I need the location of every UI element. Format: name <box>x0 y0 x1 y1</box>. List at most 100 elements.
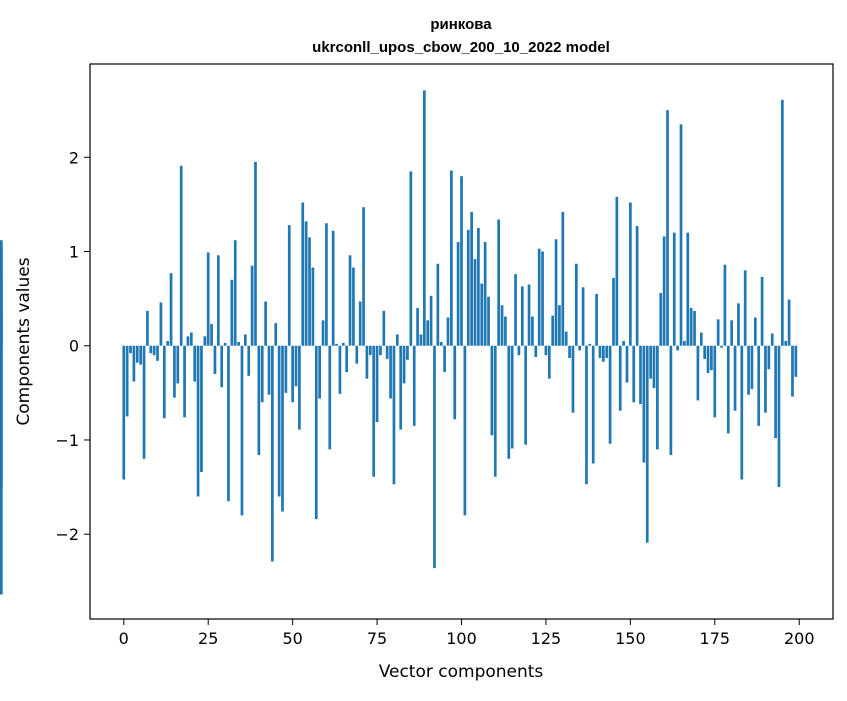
bar-component-180 <box>730 320 734 346</box>
bar-component-27 <box>213 345 217 375</box>
bar-component-69 <box>355 345 359 364</box>
bar-component-153 <box>639 345 642 405</box>
bar-component-166 <box>683 341 686 346</box>
bar-component-94 <box>439 341 443 346</box>
bar-component-117 <box>517 345 521 356</box>
bar-component-63 <box>335 343 338 346</box>
bar-component-148 <box>622 341 625 346</box>
bar-component-61 <box>328 345 332 450</box>
bar-component-31 <box>227 345 230 502</box>
bar-component-97 <box>450 170 453 346</box>
bar-component-168 <box>689 308 693 346</box>
x-axis-label: Vector components <box>379 662 544 682</box>
bar-component-29 <box>220 345 224 388</box>
bar-component-79 <box>389 345 392 399</box>
bar-component-101 <box>463 345 467 516</box>
y-axis-label: Components values <box>14 257 34 425</box>
bar-component-16 <box>176 345 180 384</box>
bar-component-65 <box>341 342 345 346</box>
bar-component-92 <box>433 345 436 569</box>
bar-component-66 <box>345 345 349 373</box>
bar-component-170 <box>696 345 700 401</box>
bar-component-198 <box>791 345 794 397</box>
bar-component-undefined <box>0 345 3 488</box>
bar-component-142 <box>601 345 605 362</box>
bar-component-189 <box>760 276 764 346</box>
bar-component-44 <box>271 345 274 562</box>
y-tick-label: 0 <box>69 337 79 356</box>
bar-component-47 <box>281 345 284 512</box>
bar-component-20 <box>189 332 193 346</box>
y-tick-label: 1 <box>69 243 79 262</box>
bar-component-107 <box>483 242 487 346</box>
bar-component-176 <box>716 319 720 346</box>
bar-component-59 <box>321 320 325 346</box>
bar-component-53 <box>301 202 305 346</box>
bar-component-150 <box>629 202 632 346</box>
bar-component-162 <box>669 345 673 456</box>
bar-component-174 <box>710 345 713 371</box>
bar-component-122 <box>534 345 538 358</box>
bar-component-40 <box>257 345 261 456</box>
bar-component-0 <box>122 345 126 480</box>
bar-component-81 <box>395 334 399 346</box>
bar-component-115 <box>510 345 514 449</box>
bar-component-undefined <box>0 240 3 346</box>
chart-title-line-2: ukrconll_upos_cbow_200_10_2022 model <box>312 39 610 56</box>
x-tick-label: 25 <box>198 629 218 648</box>
bar-component-4 <box>135 345 139 363</box>
bar-component-88 <box>419 334 423 346</box>
bar-component-23 <box>200 345 203 472</box>
bar-component-146 <box>615 196 619 346</box>
bar-component-90 <box>426 320 430 346</box>
bar-component-118 <box>520 286 524 346</box>
bar-component-48 <box>284 345 288 393</box>
bar-component-60 <box>325 223 328 346</box>
bar-component-18 <box>183 345 186 418</box>
x-tick-label: 125 <box>531 629 562 648</box>
bar-component-43 <box>267 345 271 395</box>
bar-component-32 <box>230 279 234 346</box>
bar-component-188 <box>757 345 761 426</box>
bar-component-130 <box>561 211 565 346</box>
bar-component-8 <box>149 345 153 354</box>
bar-component-124 <box>541 251 544 346</box>
bar-component-84 <box>406 345 409 360</box>
bar-component-45 <box>274 323 278 346</box>
bar-component-173 <box>706 345 710 374</box>
bar-component-5 <box>139 345 143 365</box>
bar-component-126 <box>547 345 551 379</box>
bar-component-62 <box>331 230 335 346</box>
bar-component-145 <box>612 277 615 346</box>
bar-component-116 <box>514 274 517 346</box>
bar-component-57 <box>314 345 318 520</box>
bar-component-164 <box>676 345 679 351</box>
y-tick-label: −2 <box>55 525 79 544</box>
x-tick-label: 50 <box>282 629 302 648</box>
bar-component-135 <box>578 345 582 351</box>
bar-component-167 <box>686 232 690 346</box>
bar-component-104 <box>473 259 477 346</box>
bar-component-98 <box>453 345 457 420</box>
bar-component-171 <box>699 332 703 346</box>
y-tick-label: 2 <box>69 148 79 167</box>
x-axis-ticks: 0 25 50 75 100 125 150 175 200 <box>119 619 815 648</box>
bar-component-165 <box>679 124 683 346</box>
bar-component-184 <box>743 270 747 346</box>
bar-component-140 <box>595 293 598 346</box>
bar-component-186 <box>750 345 754 390</box>
bar-component-109 <box>490 345 494 436</box>
bar-component-71 <box>362 207 365 346</box>
bar-component-21 <box>193 345 197 382</box>
bar-component-134 <box>574 263 578 346</box>
bar-component-96 <box>446 317 450 346</box>
bar-component-76 <box>379 345 382 356</box>
bar-component-156 <box>649 345 652 379</box>
bar-component-123 <box>537 248 541 346</box>
bar-component-138 <box>588 343 592 346</box>
bar-component-151 <box>632 345 636 403</box>
bar-component-39 <box>254 162 257 346</box>
bar-component-127 <box>551 315 555 346</box>
bar-component-125 <box>544 345 548 356</box>
